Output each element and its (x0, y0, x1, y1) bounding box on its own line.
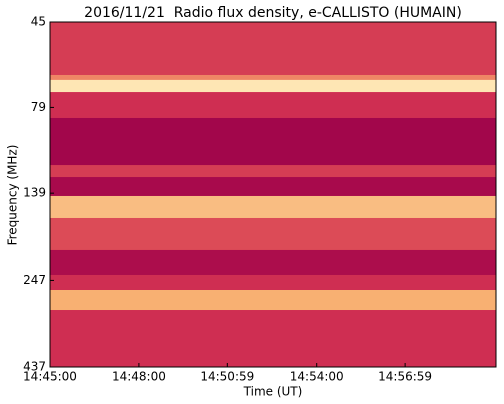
heat-band (50, 74, 496, 81)
x-axis-label: Time (UT) (243, 385, 303, 399)
heat-band (50, 22, 496, 76)
y-tick-label: 79 (31, 100, 46, 114)
x-tick-label: 14:48:00 (112, 370, 166, 384)
x-tick-label: 14:45:00 (23, 370, 77, 384)
heat-band (50, 249, 496, 276)
x-tick-label: 14:54:00 (290, 370, 344, 384)
heat-band (50, 117, 496, 166)
heat-band (50, 310, 496, 368)
x-tick-label: 14:50:59 (200, 370, 254, 384)
heat-band (50, 79, 496, 93)
heat-band (50, 92, 496, 119)
y-axis-label: Frequency (MHz) (6, 145, 20, 246)
chart-title: 2016/11/21 Radio flux density, e-CALLIST… (84, 5, 462, 21)
heat-band (50, 195, 496, 219)
y-tick-label: 437 (23, 360, 46, 374)
y-tick-label: 139 (23, 186, 46, 200)
heat-band (50, 165, 496, 178)
y-tick-label: 247 (23, 273, 46, 287)
heat-band (50, 177, 496, 197)
plot-frame (49, 21, 497, 368)
heat-band (50, 289, 496, 311)
heat-band (50, 274, 496, 291)
heat-band (50, 217, 496, 251)
y-tick-label: 45 (31, 15, 46, 29)
x-tick-label: 14:56:59 (378, 370, 432, 384)
